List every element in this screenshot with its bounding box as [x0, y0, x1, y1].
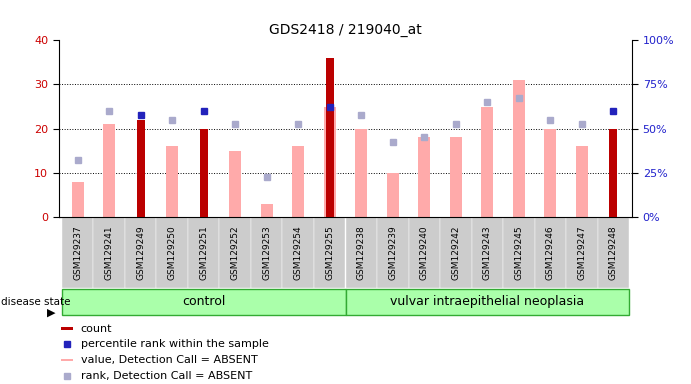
Text: GSM129254: GSM129254 [294, 225, 303, 280]
Text: control: control [182, 295, 225, 308]
Text: GSM129243: GSM129243 [483, 225, 492, 280]
Bar [93, 217, 125, 288]
Bar [566, 217, 598, 288]
Bar [61, 328, 73, 330]
Bar [251, 217, 283, 288]
Bar [103, 124, 115, 217]
Bar [72, 182, 84, 217]
Bar [440, 217, 471, 288]
Bar [61, 359, 73, 361]
Bar [324, 107, 336, 217]
Text: GSM129250: GSM129250 [168, 225, 177, 280]
Bar [535, 217, 566, 288]
Bar [229, 151, 241, 217]
Bar [314, 217, 346, 288]
Bar [450, 137, 462, 217]
Text: GSM129248: GSM129248 [609, 225, 618, 280]
Title: GDS2418 / 219040_at: GDS2418 / 219040_at [269, 23, 422, 36]
Text: GSM129239: GSM129239 [388, 225, 397, 280]
Text: GSM129245: GSM129245 [514, 225, 523, 280]
Bar [355, 129, 367, 217]
Bar [576, 146, 588, 217]
Bar [503, 217, 535, 288]
Bar [609, 129, 617, 217]
Text: rank, Detection Call = ABSENT: rank, Detection Call = ABSENT [81, 371, 252, 381]
Text: GSM129249: GSM129249 [136, 225, 145, 280]
Bar [188, 217, 220, 288]
Text: count: count [81, 324, 112, 334]
Text: GSM129251: GSM129251 [199, 225, 208, 280]
Bar [125, 217, 156, 288]
Bar [418, 137, 430, 217]
Bar [167, 146, 178, 217]
Text: GSM129252: GSM129252 [231, 225, 240, 280]
Text: value, Detection Call = ABSENT: value, Detection Call = ABSENT [81, 355, 258, 365]
Bar [261, 204, 273, 217]
FancyBboxPatch shape [62, 290, 346, 315]
Bar [62, 217, 93, 288]
Bar [387, 173, 399, 217]
Bar [482, 107, 493, 217]
Text: GSM129253: GSM129253 [262, 225, 272, 280]
Text: vulvar intraepithelial neoplasia: vulvar intraepithelial neoplasia [390, 295, 585, 308]
Text: ▶: ▶ [47, 308, 55, 318]
Bar [377, 217, 408, 288]
Bar [408, 217, 440, 288]
Text: GSM129247: GSM129247 [578, 225, 587, 280]
Bar [200, 129, 207, 217]
Bar [471, 217, 503, 288]
Bar [283, 217, 314, 288]
Text: GSM129246: GSM129246 [546, 225, 555, 280]
Bar [292, 146, 304, 217]
Bar [325, 58, 334, 217]
FancyBboxPatch shape [346, 290, 629, 315]
Bar [137, 120, 144, 217]
Text: GSM129241: GSM129241 [104, 225, 113, 280]
Bar [513, 80, 524, 217]
Bar [598, 217, 629, 288]
Bar [156, 217, 188, 288]
Text: GSM129255: GSM129255 [325, 225, 334, 280]
Text: percentile rank within the sample: percentile rank within the sample [81, 339, 269, 349]
Text: GSM129240: GSM129240 [419, 225, 429, 280]
Text: GSM129242: GSM129242 [451, 225, 460, 280]
Text: GSM129237: GSM129237 [73, 225, 82, 280]
Text: GSM129238: GSM129238 [357, 225, 366, 280]
Bar [346, 217, 377, 288]
Text: disease state: disease state [1, 297, 70, 307]
Bar [545, 129, 556, 217]
Bar [220, 217, 251, 288]
